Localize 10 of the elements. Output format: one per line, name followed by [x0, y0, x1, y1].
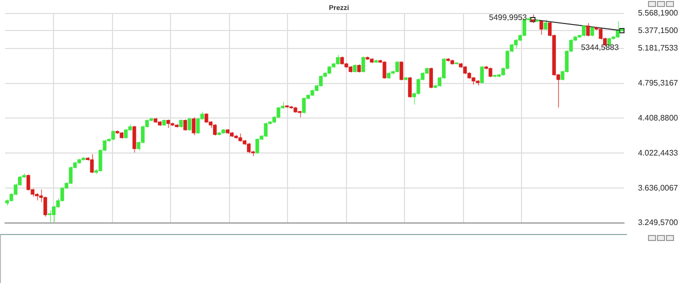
y-tick-label: 3.249,5700: [638, 218, 679, 228]
annotation: 5499,9953: [489, 12, 528, 22]
y-tick-label: 4.408,8800: [638, 113, 679, 122]
y-tick-label: 4.022,4433: [638, 148, 679, 158]
y-tick-label: 4.795,3167: [638, 78, 679, 88]
y-tick-label: 5.568,1900: [638, 8, 679, 18]
y-tick-label: 5.181,7533: [638, 44, 679, 53]
y-tick-label: 5.377,1500: [638, 26, 679, 35]
annotation: 5344,5883: [580, 42, 620, 52]
y-tick-label: 3.636,0067: [638, 183, 679, 192]
